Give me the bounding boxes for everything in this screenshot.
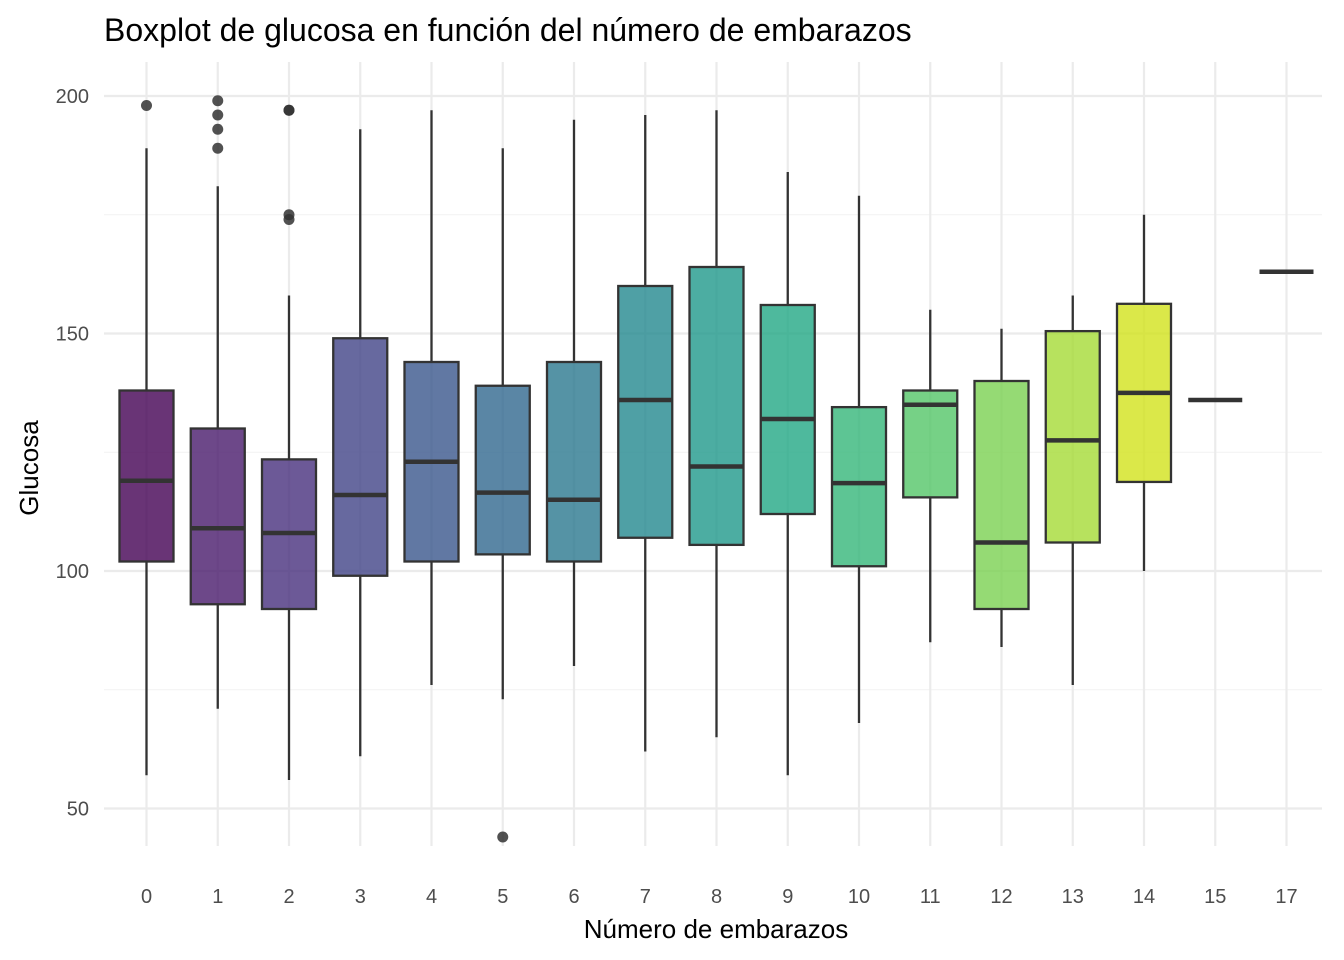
box-group (403, 110, 460, 685)
outlier-point (212, 142, 224, 154)
box-group (545, 119, 603, 666)
x-tick-label: 17 (1275, 886, 1297, 908)
outlier-point (212, 123, 224, 135)
x-tick-label: 15 (1204, 886, 1226, 908)
box (688, 265, 745, 547)
x-tick-label: 3 (355, 886, 366, 908)
x-tick-label: 14 (1133, 886, 1155, 908)
x-tick-label: 4 (426, 886, 437, 908)
box (332, 337, 389, 577)
y-tick-label: 50 (67, 799, 89, 821)
box-group (189, 95, 246, 709)
x-tick-label: 5 (497, 886, 508, 908)
x-tick-label: 7 (640, 886, 651, 908)
box-group (688, 110, 745, 738)
box-group (1115, 214, 1173, 571)
outlier-point (212, 109, 224, 121)
box (474, 384, 531, 556)
box-group (759, 172, 816, 776)
chart-title: Boxplot de glucosa en función del número… (104, 12, 912, 48)
outlier-point (283, 104, 295, 116)
box (973, 379, 1030, 611)
box-group (260, 104, 318, 780)
y-tick-label: 200 (56, 86, 89, 108)
y-axis-title: Glucosa (14, 420, 44, 516)
x-tick-label: 9 (782, 886, 793, 908)
x-tick-label: 2 (283, 886, 294, 908)
x-tick-label: 13 (1062, 886, 1084, 908)
x-tick-label: 6 (568, 886, 579, 908)
box-group (902, 309, 959, 643)
box (902, 389, 959, 499)
box-group (617, 115, 674, 752)
x-axis-title: Número de embarazos (584, 914, 848, 944)
x-tick-label: 12 (990, 886, 1012, 908)
box-group (1044, 295, 1101, 685)
box-group (830, 195, 888, 723)
box (189, 427, 246, 606)
box-group (332, 129, 389, 757)
box-group (973, 328, 1030, 647)
box-group (118, 100, 175, 776)
outlier-point (283, 209, 295, 221)
x-tick-label: 10 (848, 886, 870, 908)
x-tick-label: 1 (212, 886, 223, 908)
outlier-point (497, 831, 509, 843)
x-tick-label: 11 (920, 886, 941, 908)
box-series (118, 95, 1314, 843)
box (759, 303, 816, 516)
y-tick-label: 100 (56, 561, 89, 583)
outlier-point (212, 95, 224, 107)
box (830, 405, 888, 568)
x-tick-label: 8 (711, 886, 722, 908)
box-group (474, 148, 531, 843)
x-tick-label: 0 (141, 886, 152, 908)
box (617, 284, 674, 539)
box (545, 360, 603, 563)
y-tick-label: 150 (56, 324, 89, 346)
outlier-point (141, 100, 152, 111)
box (1044, 329, 1101, 544)
box (118, 389, 175, 563)
